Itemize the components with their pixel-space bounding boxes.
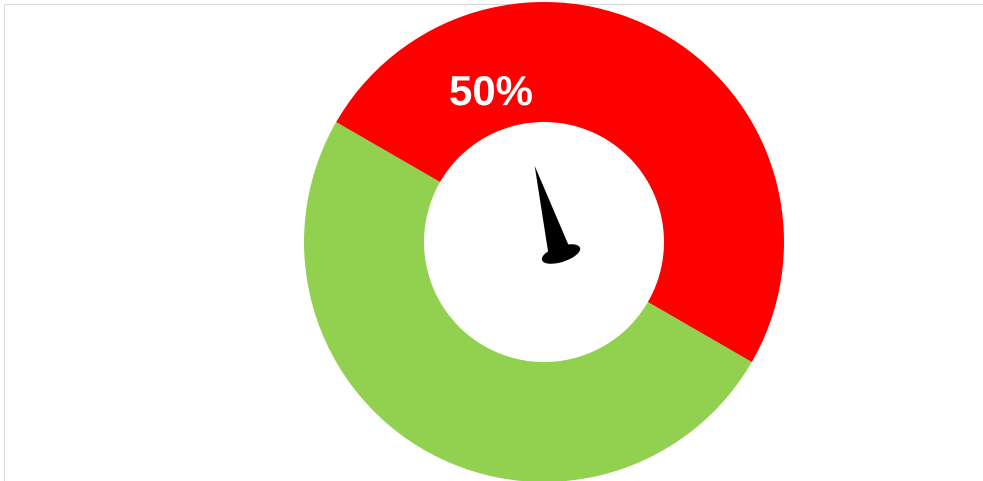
needle <box>534 165 581 264</box>
data-label-green: 50% <box>449 67 533 114</box>
needle-pointer <box>534 165 570 254</box>
inner-hole <box>424 122 664 362</box>
needle-base <box>541 244 581 264</box>
